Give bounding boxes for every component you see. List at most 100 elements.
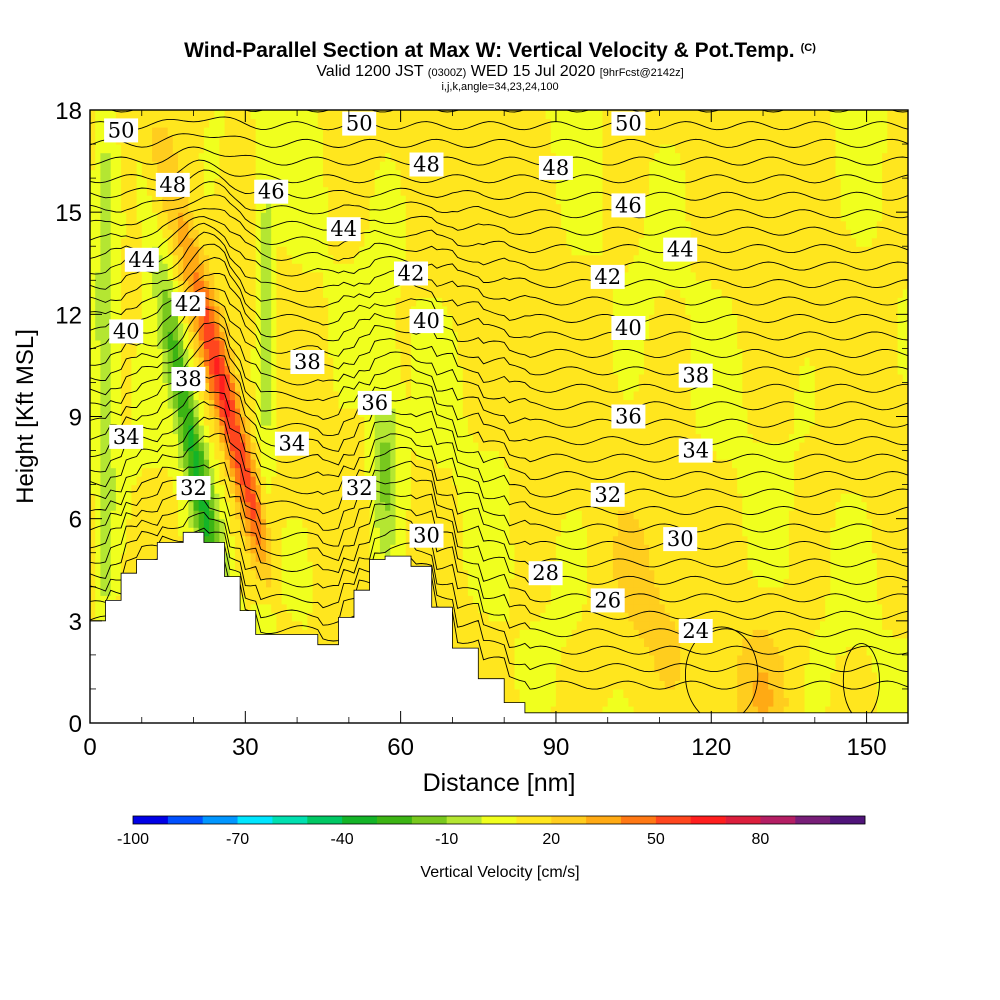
contour-label: 44 (326, 217, 361, 242)
colorbar-swatch (516, 816, 552, 824)
colorbar-swatch (760, 816, 796, 824)
colorbar-swatch (795, 816, 831, 824)
contour-label: 40 (611, 316, 646, 340)
theta-contour-line (90, 222, 908, 289)
terrain (90, 531, 908, 723)
colorbar-swatch (446, 816, 482, 824)
chart-title: Wind-Parallel Section at Max W: Vertical… (184, 39, 816, 62)
contour-label: 44 (663, 237, 698, 262)
colorbar-swatch (551, 816, 587, 824)
colorbar-tick-label: -70 (226, 831, 249, 848)
colorbar-tick-label: -40 (331, 831, 354, 848)
colorbar-swatch (621, 816, 657, 824)
theta-contour-line (90, 296, 908, 393)
theta-contour-line (90, 388, 908, 498)
colorbar-swatch (481, 816, 517, 824)
colorbar-tick-label: 80 (752, 831, 770, 848)
theta-contour-line (90, 416, 908, 533)
theta-contour-line (110, 110, 908, 113)
contour-label: 30 (409, 523, 444, 548)
theta-contour-line (90, 208, 908, 254)
contour-label: 46 (254, 179, 289, 204)
theta-contour-line (90, 499, 908, 620)
theta-contour-line (90, 286, 908, 376)
colorbar-swatch (272, 816, 308, 824)
theta-contour-line (90, 374, 908, 481)
theta-contour-line (90, 243, 908, 323)
colorbar-tick-label: 20 (542, 831, 560, 848)
x-tick-label: 60 (387, 734, 414, 761)
contour-label: 34 (678, 438, 713, 463)
y-tick-label: 0 (69, 711, 82, 738)
y-tick-label: 6 (69, 507, 82, 534)
colorbar-swatch (237, 816, 273, 824)
theta-contour-line (90, 544, 908, 673)
contour-label: 40 (109, 319, 144, 344)
colorbar-swatch (167, 816, 204, 824)
theta-contour-line (90, 169, 908, 201)
contour-label: 36 (357, 390, 392, 415)
colorbar-swatch (133, 816, 169, 824)
theta-contour-line (90, 337, 908, 446)
colorbar-tick-label: -10 (435, 831, 458, 848)
theta-contour-line (90, 511, 908, 638)
contour-label: 50 (611, 111, 646, 136)
contour-label: 44 (124, 248, 159, 272)
y-axis-label: Height [Kft MSL] (12, 329, 39, 504)
contour-label: 38 (171, 367, 206, 391)
contour-label: 50 (342, 111, 377, 136)
contour-label: 50 (104, 118, 139, 143)
terrain-profile (90, 531, 908, 723)
contour-label: 26 (590, 588, 625, 613)
colorbar-swatch (586, 816, 622, 824)
colorbar-tick-label: 50 (647, 831, 665, 848)
contour-label: 42 (590, 264, 625, 289)
y-tick-label: 15 (55, 200, 82, 227)
contour-label: 30 (663, 527, 698, 552)
theta-contour-line (90, 432, 908, 550)
contour-label: 36 (611, 404, 646, 429)
colorbar-swatch (830, 816, 866, 824)
x-axis-label: Distance [nm] (423, 769, 576, 797)
contour-label: 40 (409, 309, 444, 334)
colorbar-swatch (307, 816, 343, 824)
potential-temperature-contours (90, 110, 908, 723)
theta-contour-line (90, 257, 908, 341)
theta-contour-line (90, 307, 908, 411)
contour-label: 48 (538, 155, 573, 180)
theta-contour-line (90, 476, 908, 585)
theta-contour-line (90, 146, 908, 166)
contour-label: 32 (176, 476, 211, 500)
contour-label: 38 (290, 350, 325, 374)
contour-label: 34 (109, 424, 144, 449)
theta-contour-line (90, 400, 908, 516)
contour-label: 32 (590, 482, 625, 507)
colorbar-tick-label: -100 (117, 831, 149, 848)
theta-contour-line (90, 354, 908, 463)
colorbar-swatch (690, 816, 726, 824)
contour-label: 42 (394, 261, 428, 286)
colorbar-swatch (377, 816, 413, 824)
x-tick-label: 150 (847, 734, 887, 761)
theta-contour-line (90, 321, 908, 428)
colorbar-swatch (655, 816, 692, 824)
colorbar-label: Vertical Velocity [cm/s] (420, 864, 580, 881)
contour-label: 48 (409, 152, 444, 177)
contour-label: 42 (171, 292, 206, 317)
theta-contour-line (90, 194, 908, 236)
colorbar-swatch (202, 816, 238, 824)
x-tick-label: 90 (543, 734, 570, 761)
theta-contour-line (90, 556, 908, 690)
theta-contour-line (90, 216, 908, 271)
theta-contour-line (90, 272, 908, 358)
contour-labels: 50 50 50 48 48 48 46 46 44 44 44 42 42 42 40 40 40 38 38 38… (104, 111, 713, 643)
contour-label: 48 (155, 172, 190, 197)
y-tick-label: 12 (55, 302, 82, 329)
grid-indices: i,j,k,angle=34,23,24,100 (441, 81, 559, 93)
copyright-mark: (C) (800, 42, 816, 54)
contour-label: 32 (342, 476, 377, 500)
theta-contour-line (90, 461, 908, 568)
contour-label: 28 (528, 561, 563, 586)
